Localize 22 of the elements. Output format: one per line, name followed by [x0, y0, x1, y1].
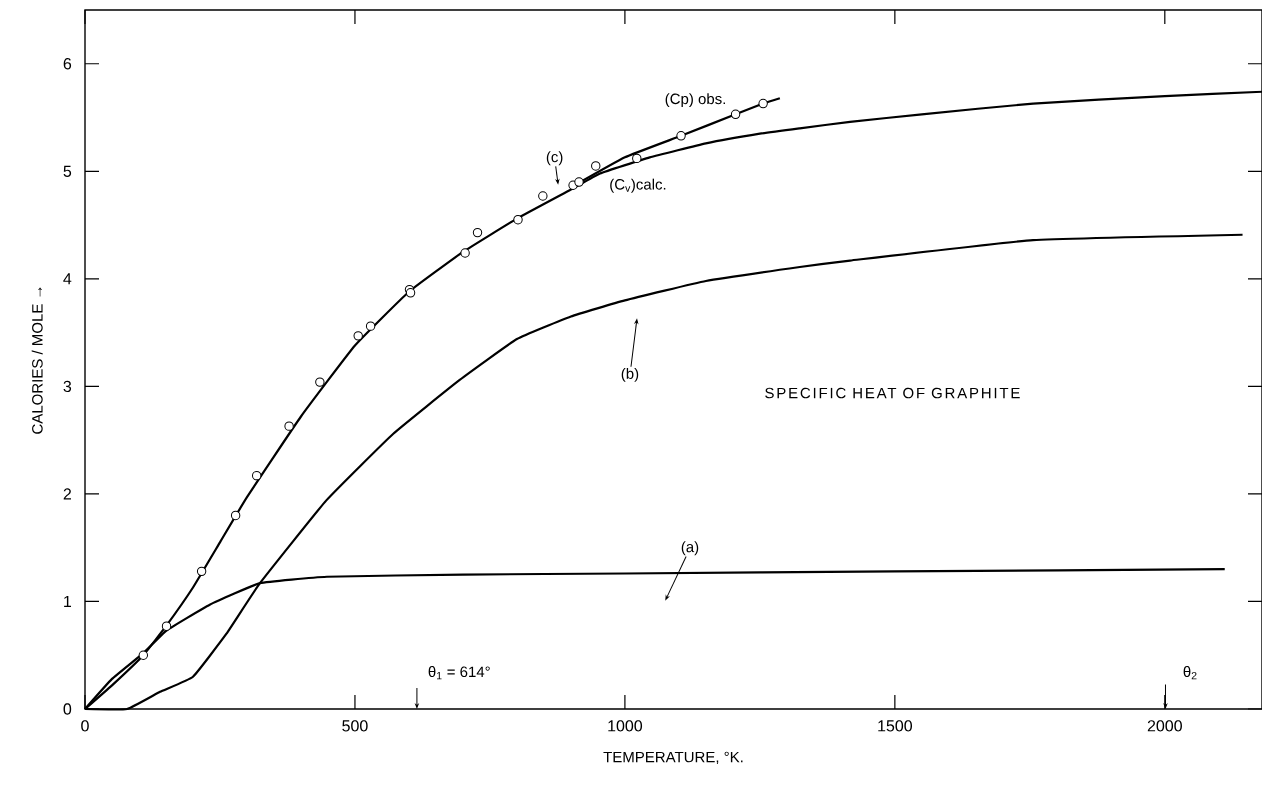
annotation: (c) [546, 151, 563, 166]
y-tick-label: 4 [63, 273, 72, 285]
x-tick-label: 1000 [608, 720, 643, 732]
series-label: (C$_{v}$)calc. [610, 178, 666, 193]
text: SPECIFIC HEAT OF GRAPHITE [765, 387, 1020, 399]
y-axis-title: CALORIES / MOLE → [31, 287, 43, 434]
y-tick-label: 3 [63, 380, 72, 393]
annotation: θ$_{1}$ = 614° [428, 666, 490, 680]
x-tick-label: 500 [342, 720, 368, 732]
x-tick-label: 2000 [1147, 720, 1182, 732]
y-tick-label: 0 [63, 703, 72, 715]
series-label: (Cp) obs. [665, 93, 725, 108]
x-axis-title: TEMPERATURE, °K. [603, 751, 743, 765]
annotation: (b) [621, 367, 639, 382]
x-tick-label: 1500 [878, 720, 913, 732]
y-tick-label: 2 [63, 488, 71, 500]
y-tick-label: 1 [64, 595, 72, 607]
annotation: θ$_{2}$ [1183, 666, 1197, 680]
y-tick-label: 6 [63, 58, 72, 70]
annotation: (a) [681, 541, 699, 556]
x-tick-label: 0 [81, 720, 89, 732]
y-tick-label: 5 [63, 165, 72, 177]
